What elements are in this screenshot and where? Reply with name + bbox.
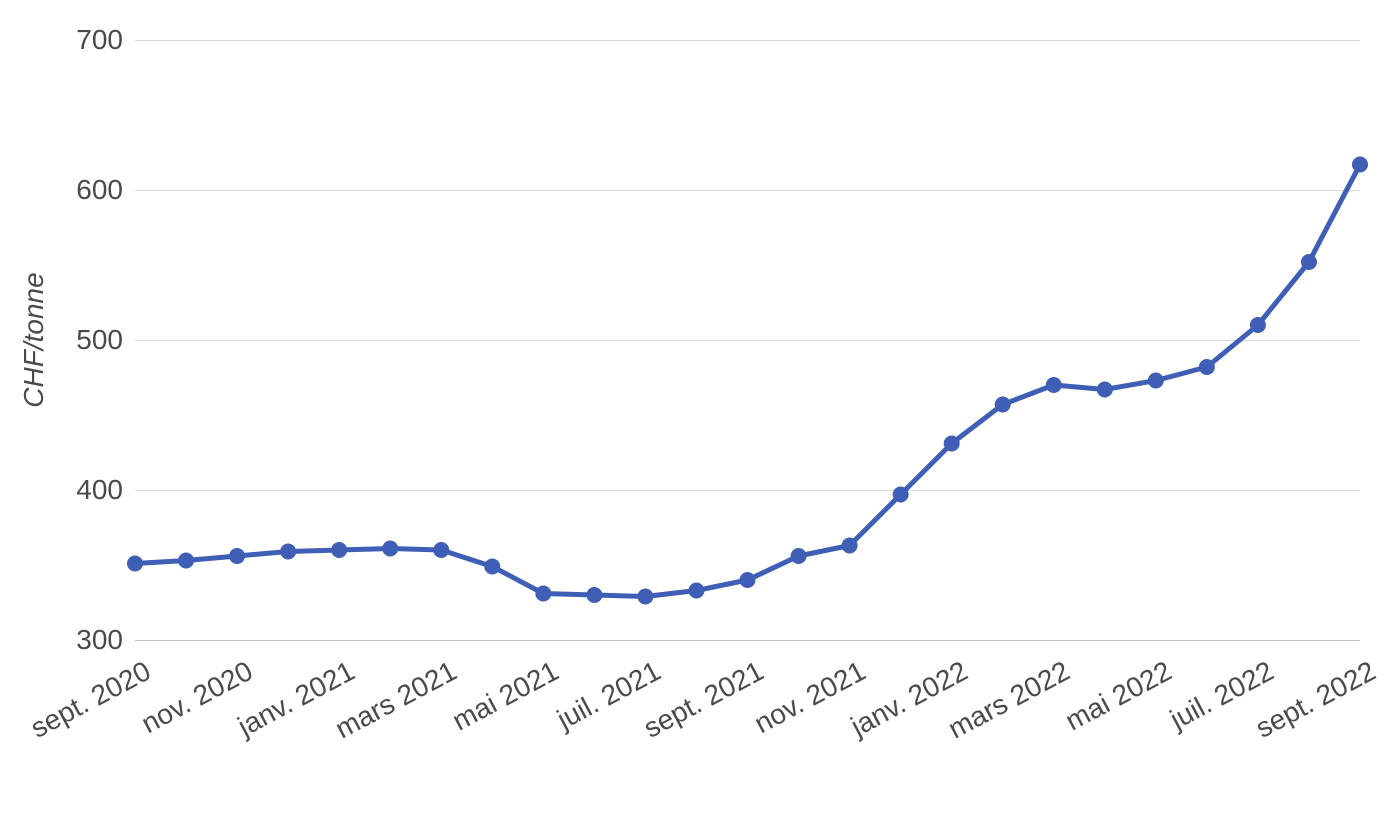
- data-point: [893, 487, 909, 503]
- data-point: [1046, 377, 1062, 393]
- y-tick-label: 300: [76, 624, 123, 656]
- data-point: [1199, 359, 1215, 375]
- data-point: [1352, 157, 1368, 173]
- data-point: [995, 397, 1011, 413]
- data-point: [944, 436, 960, 452]
- data-point: [791, 548, 807, 564]
- y-tick-label: 700: [76, 24, 123, 56]
- gridline: [135, 640, 1360, 641]
- data-point: [178, 553, 194, 569]
- data-point: [842, 538, 858, 554]
- y-tick-label: 500: [76, 324, 123, 356]
- plot-area: [135, 40, 1360, 640]
- x-tick-label: sept. 2020: [26, 655, 156, 745]
- data-point: [688, 583, 704, 599]
- data-point: [740, 572, 756, 588]
- data-point: [535, 586, 551, 602]
- x-tick-label: mai 2021: [448, 655, 565, 737]
- price-line-chart: CHF/tonne 300400500600700sept. 2020nov. …: [0, 0, 1400, 817]
- data-point: [1250, 317, 1266, 333]
- data-point: [127, 556, 143, 572]
- data-point: [280, 544, 296, 560]
- data-point: [331, 542, 347, 558]
- y-axis-title: CHF/tonne: [18, 272, 50, 407]
- data-point: [382, 541, 398, 557]
- x-tick-label: mai 2022: [1060, 655, 1177, 737]
- y-tick-label: 400: [76, 474, 123, 506]
- data-point: [229, 548, 245, 564]
- y-tick-label: 600: [76, 174, 123, 206]
- data-point: [1301, 254, 1317, 270]
- data-point: [433, 542, 449, 558]
- data-point: [637, 589, 653, 605]
- data-point: [586, 587, 602, 603]
- line-series: [135, 40, 1360, 640]
- data-point: [1097, 382, 1113, 398]
- series-line: [135, 165, 1360, 597]
- data-point: [484, 559, 500, 575]
- data-point: [1148, 373, 1164, 389]
